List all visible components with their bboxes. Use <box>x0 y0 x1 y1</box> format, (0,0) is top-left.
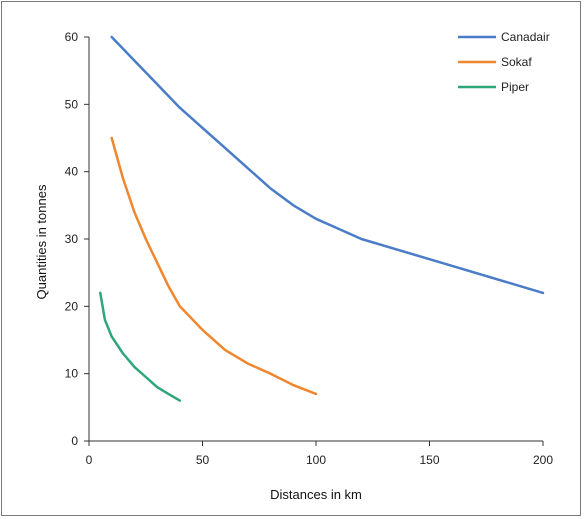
legend: Canadair Sokaf Piper <box>458 30 550 94</box>
legend-label-sokaf: Sokaf <box>501 55 532 69</box>
x-tick-label: 100 <box>306 453 326 467</box>
x-tick-label: 0 <box>86 453 93 467</box>
x-tick-label: 150 <box>419 453 439 467</box>
axes: 0 10 20 30 40 50 60 0 50 100 150 200 <box>65 30 554 467</box>
y-tick-label: 40 <box>65 165 79 179</box>
y-tick-label: 20 <box>65 299 79 313</box>
series-line-canadair <box>110 35 545 295</box>
y-tick-label: 50 <box>65 97 79 111</box>
series-line-sokaf <box>110 136 318 396</box>
y-tick-label: 10 <box>65 367 79 381</box>
x-tick-label: 50 <box>196 453 210 467</box>
y-axis-title: Quantities in tonnes <box>34 184 49 299</box>
y-tick-label: 60 <box>65 30 79 44</box>
y-tick-label: 30 <box>65 232 79 246</box>
legend-label-canadair: Canadair <box>501 30 550 44</box>
series-line-piper <box>99 291 182 402</box>
series-lines <box>99 35 545 402</box>
x-tick-label: 200 <box>533 453 553 467</box>
x-axis-title: Distances in km <box>270 487 362 502</box>
y-tick-label: 0 <box>71 434 78 448</box>
legend-label-piper: Piper <box>501 80 529 94</box>
